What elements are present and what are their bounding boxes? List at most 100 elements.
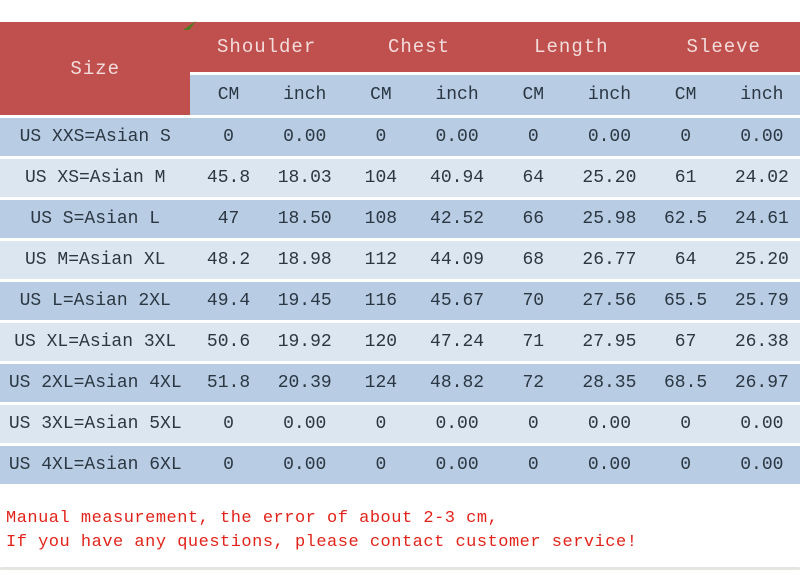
measurement-value: 72	[495, 364, 572, 402]
group-header-sleeve: Sleeve	[647, 22, 800, 72]
group-header-length: Length	[495, 22, 648, 72]
unit-header-inch: inch	[266, 75, 343, 115]
measurement-value: 18.03	[266, 159, 343, 197]
measurement-value: 0.00	[723, 446, 800, 484]
measurement-value: 0.00	[571, 118, 648, 156]
measurement-value: 64	[647, 241, 724, 279]
measurement-value: 61	[647, 159, 724, 197]
measurement-value: 0	[495, 118, 572, 156]
measurement-value: 0.00	[266, 405, 343, 443]
measurement-value: 25.20	[723, 241, 800, 279]
size-label: US XXS=Asian S	[0, 118, 191, 156]
unit-header-inch: inch	[723, 75, 800, 115]
measurement-value: 0	[190, 118, 267, 156]
measurement-value: 62.5	[647, 200, 724, 238]
size-label: US 3XL=Asian 5XL	[0, 405, 191, 443]
measurement-value: 51.8	[190, 364, 267, 402]
measurement-value: 0	[342, 446, 419, 484]
measurement-value: 124	[342, 364, 419, 402]
measurement-value: 120	[342, 323, 419, 361]
measurement-value: 19.45	[266, 282, 343, 320]
size-label: US S=Asian L	[0, 200, 191, 238]
measurement-value: 42.52	[418, 200, 496, 238]
measurement-value: 45.67	[418, 282, 496, 320]
measurement-value: 66	[495, 200, 572, 238]
measurement-value: 68	[495, 241, 572, 279]
size-column-header: Size	[0, 22, 191, 115]
footer-note-line1: Manual measurement, the error of about 2…	[6, 509, 499, 528]
footer-note: Manual measurement, the error of about 2…	[6, 507, 637, 555]
measurement-value: 45.8	[190, 159, 267, 197]
size-label: US 2XL=Asian 4XL	[0, 364, 191, 402]
measurement-value: 26.38	[723, 323, 800, 361]
measurement-value: 24.02	[723, 159, 800, 197]
measurement-value: 0	[647, 118, 724, 156]
measurement-value: 27.95	[571, 323, 648, 361]
measurement-value: 26.77	[571, 241, 648, 279]
table-row: US M=Asian XL 48.2 18.98 112 44.09 68 26…	[0, 241, 800, 279]
measurement-value: 0	[190, 446, 267, 484]
measurement-value: 64	[495, 159, 572, 197]
measurement-value: 0	[647, 446, 724, 484]
green-triangle-icon	[183, 21, 196, 30]
unit-header-cm: CM	[647, 75, 724, 115]
group-header-row: Size Shoulder Chest Length Sleeve	[0, 22, 800, 115]
measurement-value: 25.98	[571, 200, 648, 238]
measurement-value: 48.82	[418, 364, 496, 402]
measurement-value: 19.92	[266, 323, 343, 361]
measurement-value: 0	[495, 405, 572, 443]
size-chart-table: Size Shoulder Chest Length Sleeve CM inc…	[0, 19, 800, 487]
size-table-body: US XXS=Asian S 0 0.00 0 0.00 0 0.00 0 0.…	[0, 118, 800, 484]
measurement-value: 27.56	[571, 282, 648, 320]
table-row: US XL=Asian 3XL 50.6 19.92 120 47.24 71 …	[0, 323, 800, 361]
table-row: US XXS=Asian S 0 0.00 0 0.00 0 0.00 0 0.…	[0, 118, 800, 156]
measurement-value: 24.61	[723, 200, 800, 238]
measurement-value: 112	[342, 241, 419, 279]
unit-header-cm: CM	[495, 75, 572, 115]
table-row: US 2XL=Asian 4XL 51.8 20.39 124 48.82 72…	[0, 364, 800, 402]
measurement-value: 0.00	[723, 118, 800, 156]
measurement-value: 0	[190, 405, 267, 443]
measurement-value: 26.97	[723, 364, 800, 402]
unit-header-inch: inch	[571, 75, 648, 115]
measurement-value: 108	[342, 200, 419, 238]
size-label: US 4XL=Asian 6XL	[0, 446, 191, 484]
measurement-value: 48.2	[190, 241, 267, 279]
size-label: US XS=Asian M	[0, 159, 191, 197]
measurement-value: 68.5	[647, 364, 724, 402]
measurement-value: 0.00	[571, 446, 648, 484]
footer-note-line2: If you have any questions, please contac…	[6, 533, 638, 552]
measurement-value: 44.09	[418, 241, 496, 279]
size-label: US L=Asian 2XL	[0, 282, 191, 320]
measurement-value: 0	[647, 405, 724, 443]
measurement-value: 71	[495, 323, 572, 361]
measurement-value: 65.5	[647, 282, 724, 320]
measurement-value: 0.00	[418, 405, 496, 443]
measurement-value: 18.98	[266, 241, 343, 279]
table-row: US 4XL=Asian 6XL 0 0.00 0 0.00 0 0.00 0 …	[0, 446, 800, 484]
measurement-value: 0.00	[723, 405, 800, 443]
measurement-value: 40.94	[418, 159, 496, 197]
measurement-value: 25.79	[723, 282, 800, 320]
unit-header-inch: inch	[418, 75, 496, 115]
unit-header-cm: CM	[190, 75, 267, 115]
measurement-value: 0	[342, 118, 419, 156]
measurement-value: 49.4	[190, 282, 267, 320]
group-header-chest: Chest	[342, 22, 496, 72]
measurement-value: 50.6	[190, 323, 267, 361]
measurement-value: 0.00	[571, 405, 648, 443]
measurement-value: 0.00	[266, 446, 343, 484]
measurement-value: 0.00	[266, 118, 343, 156]
size-label: US XL=Asian 3XL	[0, 323, 191, 361]
measurement-value: 116	[342, 282, 419, 320]
measurement-value: 0.00	[418, 118, 496, 156]
table-row: US XS=Asian M 45.8 18.03 104 40.94 64 25…	[0, 159, 800, 197]
unit-header-row: CM inch CM inch CM inch CM inch	[0, 75, 800, 115]
measurement-value: 18.50	[266, 200, 343, 238]
measurement-value: 20.39	[266, 364, 343, 402]
unit-header-cm: CM	[342, 75, 419, 115]
group-header-shoulder: Shoulder	[190, 22, 343, 72]
measurement-value: 25.20	[571, 159, 648, 197]
measurement-value: 0.00	[418, 446, 496, 484]
